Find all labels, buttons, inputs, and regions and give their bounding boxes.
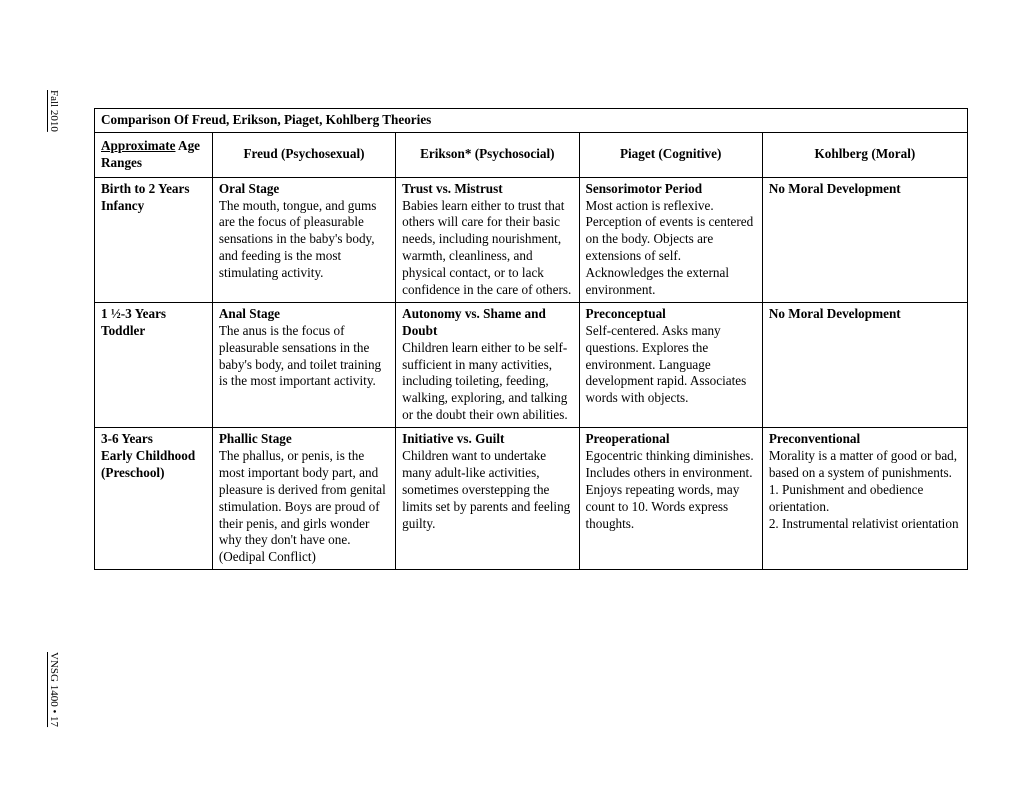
header-freud: Freud (Psychosexual) (212, 132, 395, 177)
table-title: Comparison Of Freud, Erikson, Piaget, Ko… (95, 109, 968, 133)
piaget-cell: PreoperationalEgocentric thinking dimini… (579, 428, 762, 570)
freud-cell: Oral StageThe mouth, tongue, and gums ar… (212, 177, 395, 302)
table-row: 1 ½-3 YearsToddlerAnal StageThe anus is … (95, 302, 968, 427)
table-row: Birth to 2 YearsInfancyOral StageThe mou… (95, 177, 968, 302)
piaget-cell: PreconceptualSelf-centered. Asks many qu… (579, 302, 762, 427)
header-age: Approximate Age Ranges (95, 132, 213, 177)
kohlberg-cell: No Moral Development (762, 302, 967, 427)
kohlberg-cell: No Moral Development (762, 177, 967, 302)
margin-top-text: Fall 2010 (48, 90, 60, 132)
freud-cell: Anal StageThe anus is the focus of pleas… (212, 302, 395, 427)
comparison-table: Comparison Of Freud, Erikson, Piaget, Ko… (94, 108, 968, 570)
erikson-cell: Trust vs. MistrustBabies learn either to… (396, 177, 579, 302)
age-cell: Birth to 2 YearsInfancy (95, 177, 213, 302)
margin-bottom-text: VNSG 1400 • 17 (48, 652, 60, 727)
erikson-cell: Autonomy vs. Shame and DoubtChildren lea… (396, 302, 579, 427)
erikson-cell: Initiative vs. GuiltChildren want to und… (396, 428, 579, 570)
age-cell: 1 ½-3 YearsToddler (95, 302, 213, 427)
age-cell: 3-6 YearsEarly Childhood(Preschool) (95, 428, 213, 570)
comparison-table-container: Comparison Of Freud, Erikson, Piaget, Ko… (94, 108, 968, 570)
table-title-row: Comparison Of Freud, Erikson, Piaget, Ko… (95, 109, 968, 133)
header-piaget: Piaget (Cognitive) (579, 132, 762, 177)
header-kohlberg: Kohlberg (Moral) (762, 132, 967, 177)
header-erikson: Erikson* (Psychosocial) (396, 132, 579, 177)
table-header-row: Approximate Age Ranges Freud (Psychosexu… (95, 132, 968, 177)
freud-cell: Phallic StageThe phallus, or penis, is t… (212, 428, 395, 570)
table-row: 3-6 YearsEarly Childhood(Preschool)Phall… (95, 428, 968, 570)
kohlberg-cell: PreconventionalMorality is a matter of g… (762, 428, 967, 570)
piaget-cell: Sensorimotor PeriodMost action is reflex… (579, 177, 762, 302)
